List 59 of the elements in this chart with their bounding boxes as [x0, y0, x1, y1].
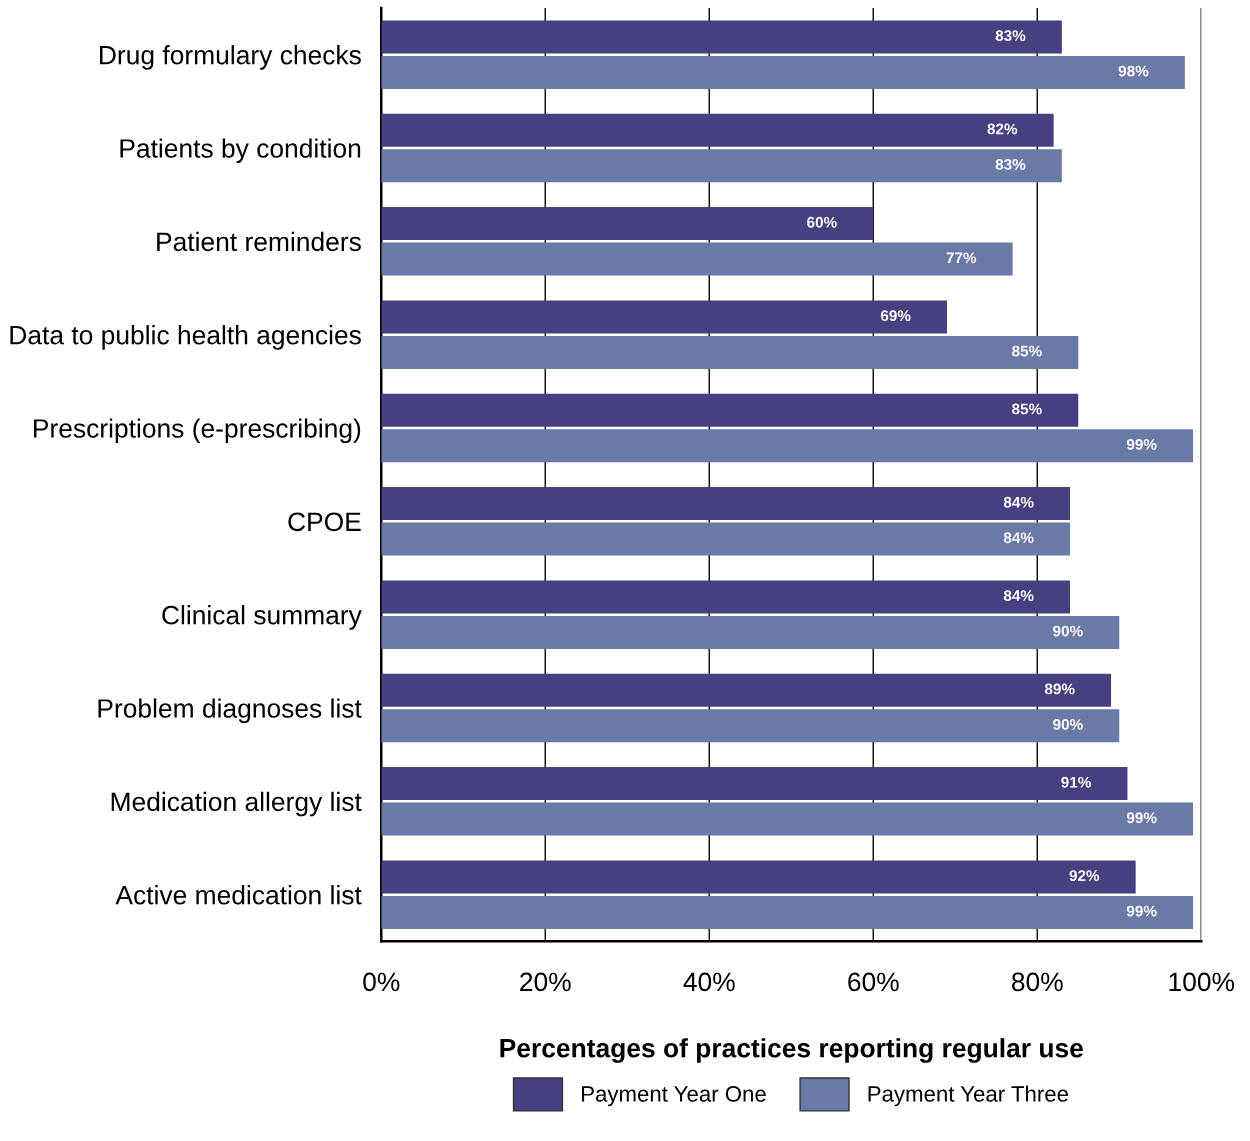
bar [381, 113, 1054, 147]
data-label: 91% [1061, 776, 1091, 788]
bar [381, 580, 1071, 614]
bar [381, 207, 874, 241]
data-label: 69% [880, 310, 911, 322]
bar [381, 55, 1185, 89]
y-tick-label: Medication allergy list [111, 791, 362, 817]
data-label: 83% [995, 30, 1026, 42]
x-tick-label: 0% [363, 972, 400, 992]
data-label: 77% [946, 252, 977, 264]
bar [381, 673, 1112, 707]
data-label: 99% [1126, 812, 1157, 824]
data-label: 90% [1053, 625, 1083, 637]
y-tick-label: Prescriptions (e-prescribing) [34, 418, 361, 444]
x-tick-label: 40% [683, 972, 735, 992]
bar [381, 709, 1120, 743]
y-tick-label: Problem diagnoses list [98, 698, 362, 724]
data-label: 98% [1118, 65, 1149, 77]
x-tick-label: 60% [848, 972, 899, 992]
legend-label: Payment Year Three [868, 1085, 1068, 1107]
data-label: 85% [1012, 403, 1042, 415]
data-label: 90% [1053, 719, 1083, 730]
data-label: 84% [1003, 532, 1034, 544]
data-label: 99% [1126, 439, 1157, 450]
data-label: 60% [807, 216, 837, 228]
bar [381, 802, 1194, 836]
x-tick-label: 100% [1169, 972, 1235, 992]
y-tick-label: Drug formulary checks [100, 45, 361, 70]
bar [381, 767, 1128, 801]
data-label: 82% [987, 123, 1018, 135]
y-tick-label: CPOE [288, 512, 361, 532]
y-tick-label: Data to public health agencies [10, 325, 361, 350]
bar [381, 335, 1079, 369]
bar [381, 300, 948, 334]
bar [381, 149, 1062, 183]
bar [381, 487, 1071, 521]
bar [381, 895, 1194, 929]
data-label: 83% [995, 159, 1026, 170]
data-label: 92% [1069, 870, 1100, 882]
y-tick-label: Clinical summary [162, 605, 362, 630]
data-label: 99% [1126, 905, 1157, 917]
data-label: 89% [1044, 683, 1075, 695]
bar [381, 615, 1120, 649]
data-label: 85% [1012, 345, 1042, 357]
x-axis-title: Percentages of practices reporting regular use [500, 1038, 1083, 1063]
data-label: 84% [1003, 590, 1034, 602]
y-tick-label: Active medication list [115, 885, 362, 905]
bar [381, 522, 1071, 556]
bar [381, 429, 1194, 463]
x-tick-label: 80% [1011, 972, 1063, 992]
y-tick-label: Patients by condition [120, 138, 361, 164]
bar [381, 242, 1013, 276]
bar [381, 393, 1079, 427]
bar [381, 20, 1062, 54]
data-label: 84% [1003, 496, 1034, 508]
legend-label: Payment Year One [582, 1086, 766, 1107]
bar [381, 860, 1136, 894]
x-tick-label: 20% [520, 972, 571, 992]
y-tick-label: Patient reminders [157, 231, 361, 252]
